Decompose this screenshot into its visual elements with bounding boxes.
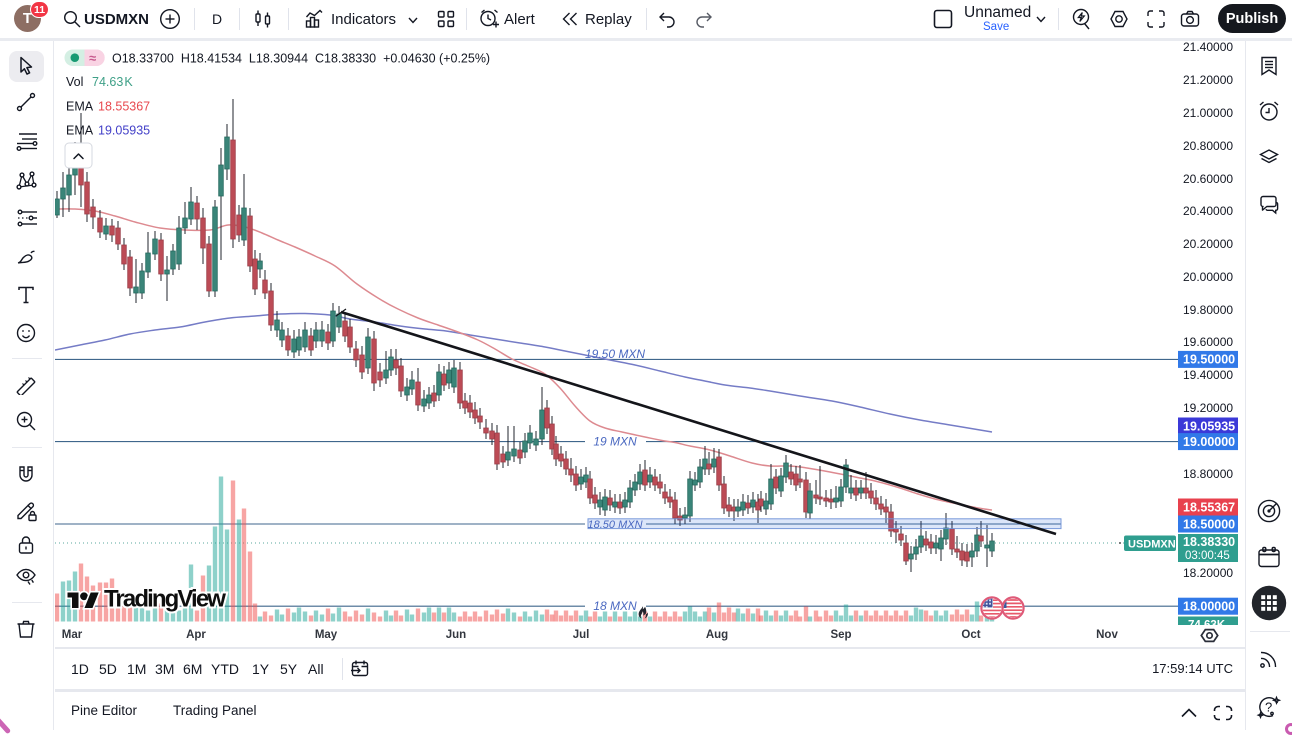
svg-text:Jul: Jul: [573, 629, 590, 641]
svg-text:20.40000: 20.40000: [1183, 204, 1233, 218]
svg-text:18.20000: 18.20000: [1183, 566, 1233, 580]
svg-text:19.05935: 19.05935: [98, 124, 150, 138]
svg-text:O18.33700 H18.41534 L18.3094: O18.33700 H18.41534 L18.30944 C18.38330 …: [112, 52, 490, 66]
svg-text:19.60000: 19.60000: [1183, 335, 1233, 349]
svg-text:20.00000: 20.00000: [1183, 270, 1233, 284]
svg-text:Jun: Jun: [446, 629, 466, 641]
svg-text:74.63 K: 74.63 K: [92, 75, 133, 89]
svg-text:May: May: [315, 629, 338, 641]
svg-text:20.80000: 20.80000: [1183, 139, 1233, 153]
svg-text:18.80000: 18.80000: [1183, 467, 1233, 481]
svg-text:18 MXN: 18 MXN: [593, 599, 637, 613]
svg-text:Sep: Sep: [830, 629, 851, 641]
svg-text:?: ?: [1265, 700, 1272, 715]
svg-text:19.20000: 19.20000: [1183, 401, 1233, 415]
svg-text:USDMXN: USDMXN: [1128, 539, 1176, 551]
svg-text:≈: ≈: [89, 51, 96, 66]
svg-text:EMA: EMA: [66, 124, 94, 138]
svg-text:19.50 MXN: 19.50 MXN: [585, 347, 645, 361]
svg-text:EMA: EMA: [66, 100, 94, 114]
svg-text:18.00000: 18.00000: [1183, 600, 1235, 614]
svg-text:19.80000: 19.80000: [1183, 303, 1233, 317]
svg-text:03:00:45: 03:00:45: [1185, 550, 1230, 562]
svg-text:Aug: Aug: [706, 629, 728, 641]
svg-text:Nov: Nov: [1096, 629, 1118, 641]
svg-text:TradingView: TradingView: [104, 586, 226, 613]
svg-text:Vol: Vol: [66, 75, 83, 89]
svg-text:19.40000: 19.40000: [1183, 368, 1233, 382]
svg-text:19 MXN: 19 MXN: [593, 434, 637, 448]
svg-text:21.40000: 21.40000: [1183, 40, 1233, 54]
svg-text:Mar: Mar: [62, 629, 83, 641]
svg-text:18.50 MXN: 18.50 MXN: [587, 519, 642, 531]
svg-text:19.05935: 19.05935: [1183, 419, 1235, 433]
svg-text:21.20000: 21.20000: [1183, 73, 1233, 87]
svg-text:20.60000: 20.60000: [1183, 172, 1233, 186]
svg-text:19.00000: 19.00000: [1183, 435, 1235, 449]
svg-text:18.55367: 18.55367: [98, 100, 150, 114]
svg-text:21.00000: 21.00000: [1183, 106, 1233, 120]
svg-text:74.63K: 74.63K: [1188, 620, 1226, 632]
svg-text:20.20000: 20.20000: [1183, 237, 1233, 251]
svg-text:19.50000: 19.50000: [1183, 353, 1235, 367]
svg-text:Apr: Apr: [186, 629, 206, 641]
svg-text:18.50000: 18.50000: [1183, 517, 1235, 531]
svg-text:18.55367: 18.55367: [1183, 500, 1235, 514]
svg-text:18.38330: 18.38330: [1183, 535, 1235, 549]
svg-text:Oct: Oct: [961, 629, 980, 641]
